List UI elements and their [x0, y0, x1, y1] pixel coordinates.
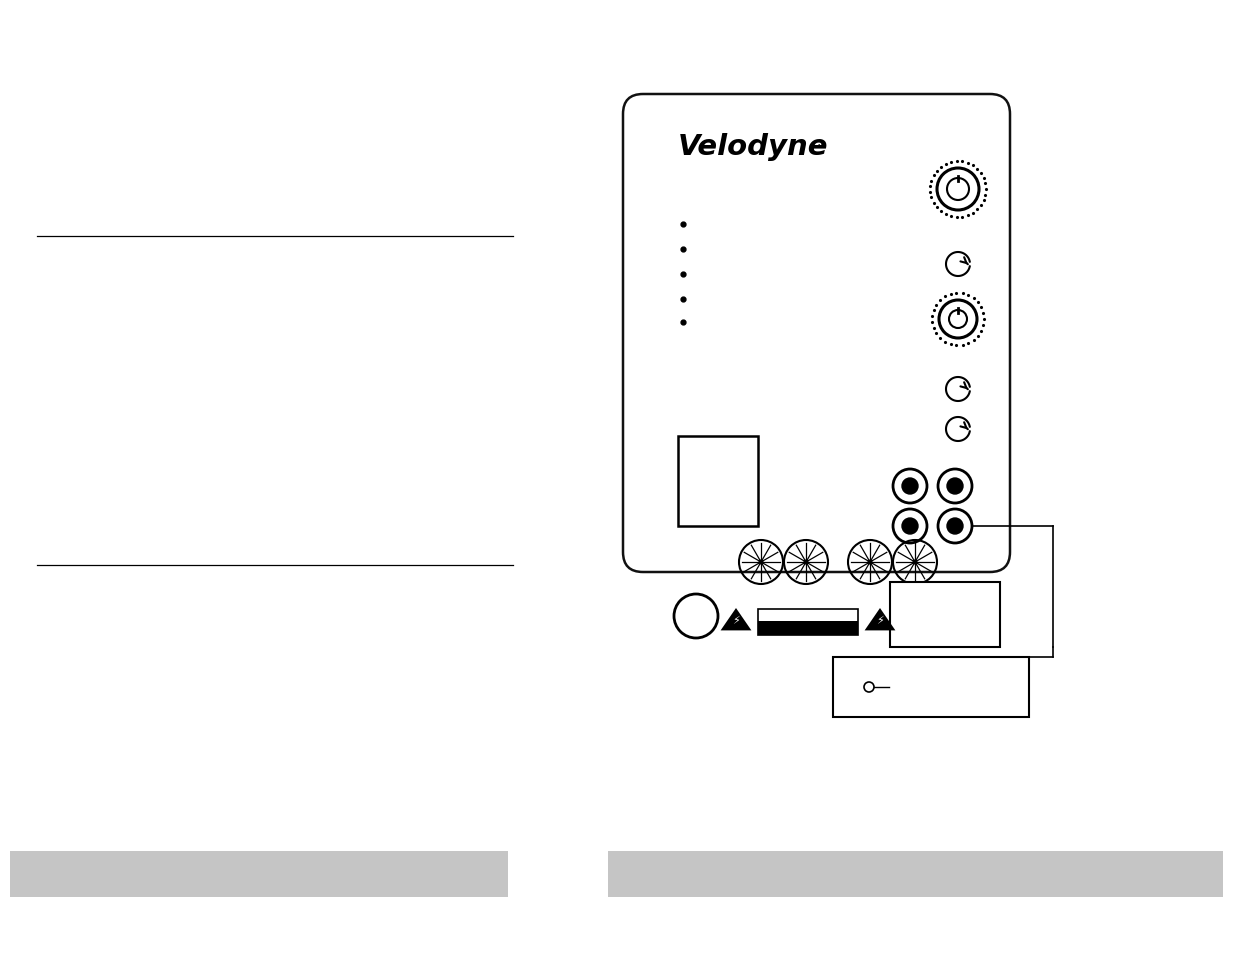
- Circle shape: [804, 560, 809, 565]
- Bar: [758, 621, 858, 636]
- Bar: [758, 609, 858, 636]
- Circle shape: [913, 560, 918, 565]
- Bar: [678, 436, 758, 526]
- Bar: [890, 582, 1000, 647]
- Bar: [608, 851, 1223, 897]
- Circle shape: [947, 179, 969, 201]
- Text: ⚡: ⚡: [876, 616, 884, 626]
- Circle shape: [902, 518, 918, 535]
- Text: Velodyne: Velodyne: [678, 132, 829, 161]
- Circle shape: [937, 169, 979, 211]
- Circle shape: [867, 560, 872, 565]
- Bar: [832, 658, 1029, 718]
- Circle shape: [947, 478, 963, 495]
- Bar: [10, 851, 508, 897]
- Text: ·: ·: [816, 139, 820, 152]
- Circle shape: [902, 478, 918, 495]
- Circle shape: [947, 518, 963, 535]
- Polygon shape: [864, 608, 895, 631]
- Circle shape: [948, 311, 967, 329]
- Text: ⚡: ⚡: [732, 616, 740, 626]
- Circle shape: [758, 560, 763, 565]
- Polygon shape: [720, 608, 751, 631]
- FancyBboxPatch shape: [622, 95, 1010, 573]
- Circle shape: [939, 301, 977, 338]
